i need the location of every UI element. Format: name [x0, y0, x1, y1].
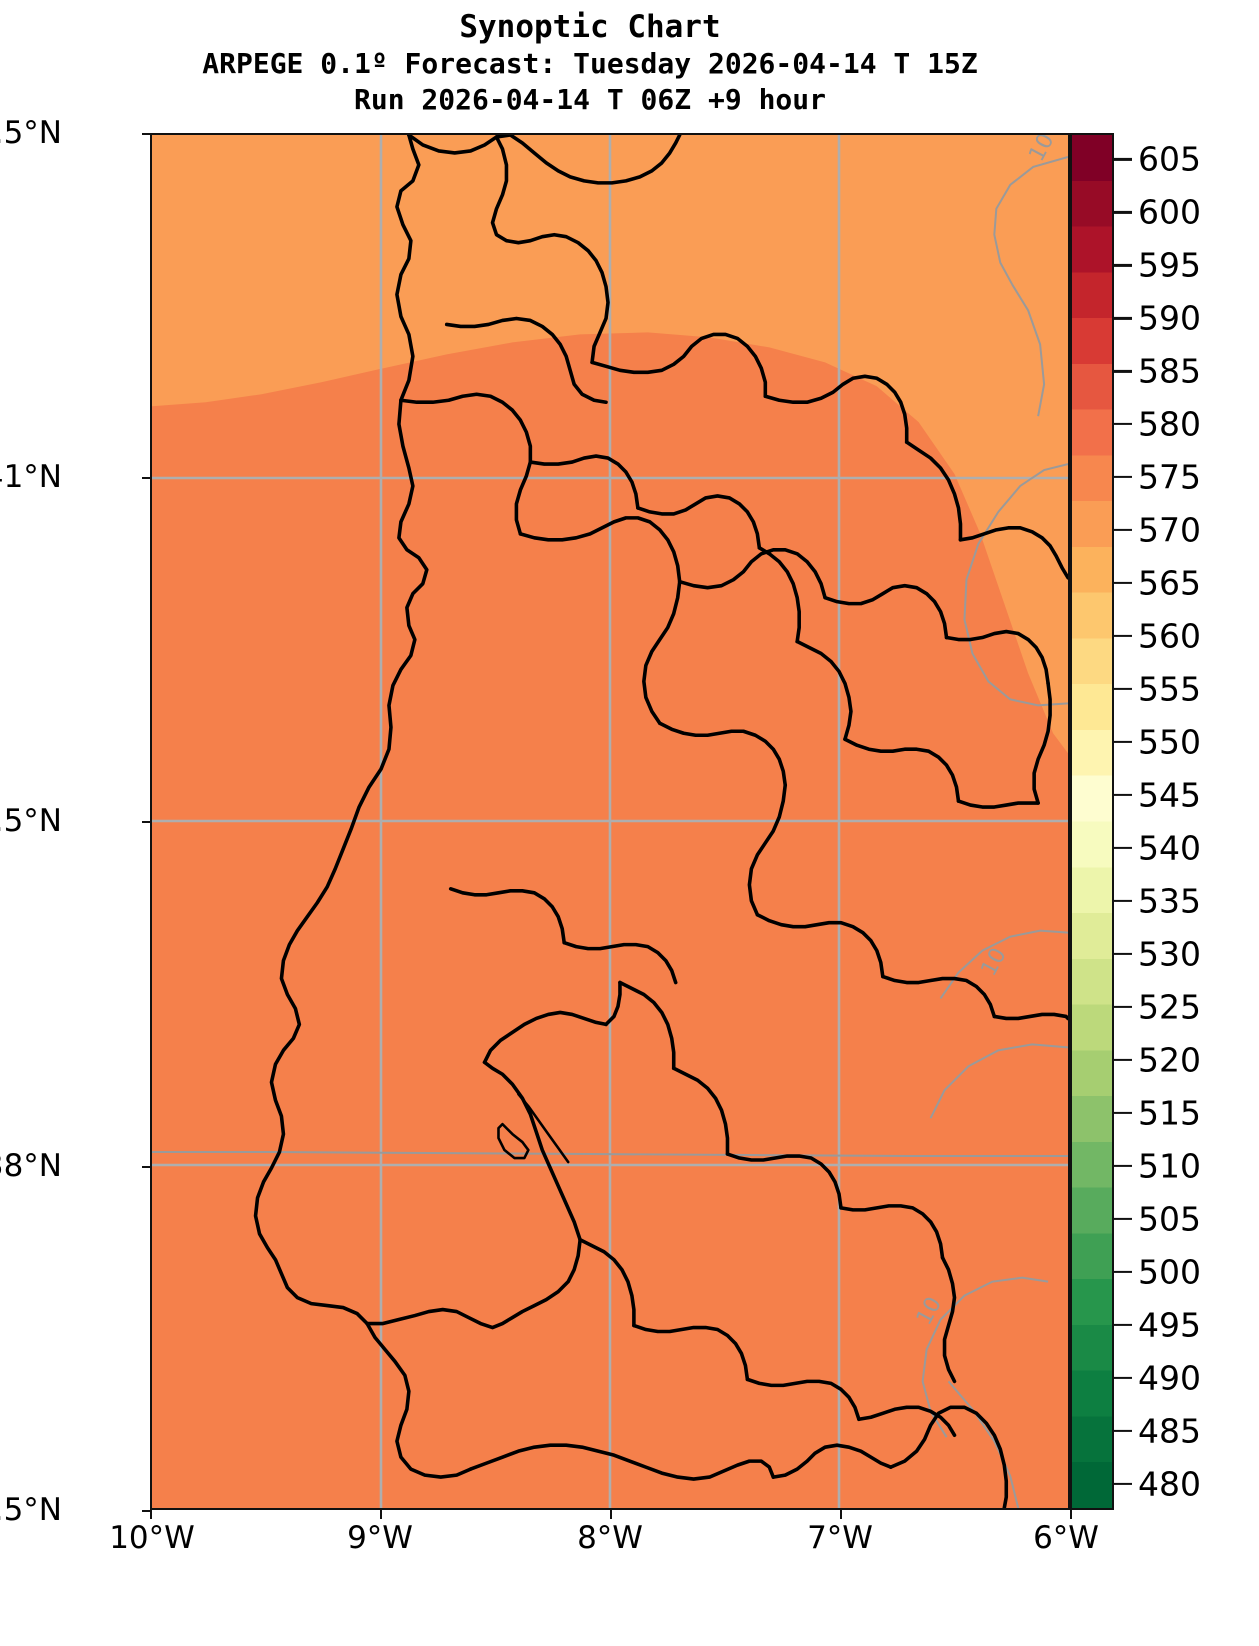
colorbar-label-480: 480: [1138, 1464, 1201, 1504]
colorbar-label-555: 555: [1138, 669, 1201, 709]
ytick-label-38: 38°N: [0, 1148, 62, 1184]
ytick-label-36-5: 36.5°N: [0, 1492, 62, 1528]
page-title: Synoptic Chart: [459, 9, 721, 45]
colorbar-tick-560: [1114, 635, 1132, 638]
xtick-6w: [1070, 1510, 1073, 1519]
xtick-label-9w: 9°W: [347, 1520, 413, 1556]
secondary-boundaries: [152, 155, 1068, 1508]
colorbar-label-605: 605: [1138, 139, 1201, 179]
colorbar-label-495: 495: [1138, 1305, 1201, 1345]
colorbar-tick-580: [1114, 423, 1132, 426]
colorbar-label-570: 570: [1138, 510, 1201, 550]
colorbar-tick-585: [1114, 370, 1132, 373]
colorbar-label-485: 485: [1138, 1411, 1201, 1451]
colorbar-tick-555: [1114, 688, 1132, 691]
xtick-label-7w: 7°W: [807, 1520, 873, 1556]
colorbar-label-510: 510: [1138, 1146, 1201, 1186]
colorbar-tick-510: [1114, 1164, 1132, 1167]
ytick-38: [142, 1166, 151, 1169]
colorbar-tick-590: [1114, 317, 1132, 320]
colorbar-tick-535: [1114, 899, 1132, 903]
graticule-gridlines: [152, 135, 1068, 1508]
chart-title-block: Synoptic Chart ARPEGE 0.1º Forecast: Tue…: [0, 8, 1180, 118]
colorbar-tick-565: [1114, 582, 1132, 585]
colorbar-label-560: 560: [1138, 616, 1201, 656]
run-subtitle: Run 2026-04-14 T 06Z +9 hour: [353, 83, 826, 116]
colorbar-tick-545: [1114, 793, 1132, 797]
colorbar-tick-485: [1114, 1429, 1132, 1432]
xtick-8w: [610, 1510, 613, 1519]
synoptic-map-canvas: 10 10 10: [152, 135, 1068, 1508]
colorbar-label-535: 535: [1138, 881, 1201, 921]
colorbar-label-530: 530: [1138, 934, 1201, 974]
colorbar-label-505: 505: [1138, 1199, 1201, 1239]
ytick-39-5: [142, 821, 151, 824]
colorbar-tick-520: [1114, 1058, 1132, 1061]
colorbar-tick-515: [1114, 1111, 1132, 1114]
forecast-subtitle: ARPEGE 0.1º Forecast: Tuesday 2026-04-14…: [202, 47, 978, 80]
ytick-41: [142, 477, 151, 480]
colorbar-tick-530: [1114, 952, 1132, 955]
colorbar-label-515: 515: [1138, 1093, 1201, 1133]
colorbar-tick-505: [1114, 1217, 1132, 1220]
colorbar-tick-595: [1114, 264, 1132, 267]
xtick-9w: [380, 1510, 383, 1519]
ytick-42-5: [142, 133, 151, 136]
colorbar-label-520: 520: [1138, 1040, 1201, 1080]
colorbar-tick-570: [1114, 529, 1132, 532]
colorbar-tick-550: [1114, 740, 1132, 744]
colorbar-tick-525: [1114, 1005, 1132, 1008]
colorbar-label-580: 580: [1138, 404, 1201, 444]
colorbar-tick-495: [1114, 1323, 1132, 1326]
colorbar-tick-600: [1114, 211, 1132, 214]
ytick-label-42-5: 42.5°N: [0, 115, 62, 151]
colorbar-tick-490: [1114, 1376, 1132, 1379]
colorbar-label-525: 525: [1138, 987, 1201, 1027]
colorbar-label-565: 565: [1138, 563, 1201, 603]
colorbar-label-575: 575: [1138, 457, 1201, 497]
colorbar-label-600: 600: [1138, 192, 1201, 232]
colorbar-tick-605: [1114, 158, 1132, 161]
colorbar-label-500: 500: [1138, 1252, 1201, 1292]
colorbar-label-585: 585: [1138, 351, 1201, 391]
colorbar-tick-500: [1114, 1270, 1132, 1273]
map-plot-area[interactable]: 10 10 10: [150, 133, 1070, 1510]
xtick-7w: [840, 1510, 843, 1519]
xtick-label-10w: 10°W: [109, 1520, 195, 1556]
colorbar-label-490: 490: [1138, 1358, 1201, 1398]
colorbar-label-595: 595: [1138, 245, 1201, 285]
xtick-label-6w: 6°W: [1033, 1520, 1099, 1556]
colorbar-label-550: 550: [1138, 722, 1201, 762]
colorbar-gradient: [1072, 135, 1112, 1508]
colorbar-tick-540: [1114, 846, 1132, 850]
colorbar-label-540: 540: [1138, 828, 1201, 868]
colorbar-tick-480: [1114, 1482, 1132, 1485]
xtick-label-8w: 8°W: [577, 1520, 643, 1556]
colorbar-label-545: 545: [1138, 775, 1201, 815]
ytick-label-39-5: 39.5°N: [0, 803, 62, 839]
colorbar[interactable]: [1070, 133, 1114, 1510]
xtick-10w: [150, 1510, 153, 1519]
colorbar-tick-575: [1114, 476, 1132, 479]
ytick-label-41: 41°N: [0, 459, 62, 495]
ytick-36-5: [142, 1510, 151, 1513]
colorbar-label-590: 590: [1138, 298, 1201, 338]
coastline-and-borders: [253, 135, 1068, 1508]
